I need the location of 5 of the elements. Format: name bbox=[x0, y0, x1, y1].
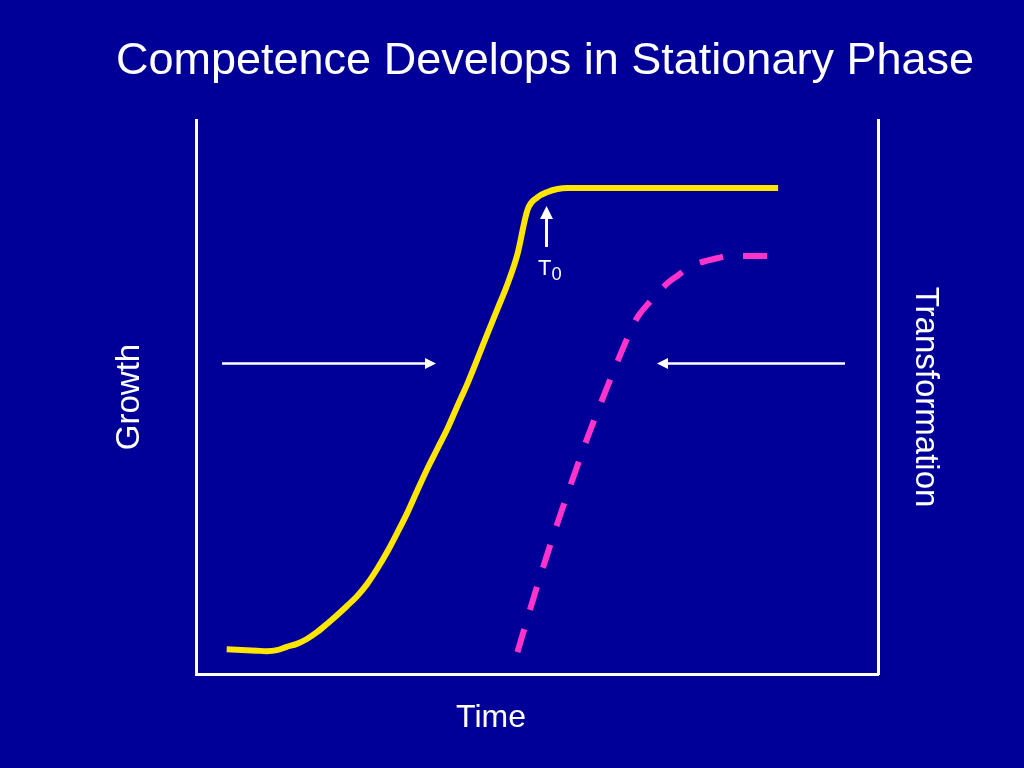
x-axis-title: Time bbox=[456, 697, 526, 736]
y2-axis-title: Transformation bbox=[909, 286, 947, 508]
chart-title: Competence Develops in Stationary Phase bbox=[116, 32, 974, 86]
annotation: T$_{0}$ bbox=[538, 255, 562, 285]
y-axis-title: Growth bbox=[108, 343, 146, 451]
